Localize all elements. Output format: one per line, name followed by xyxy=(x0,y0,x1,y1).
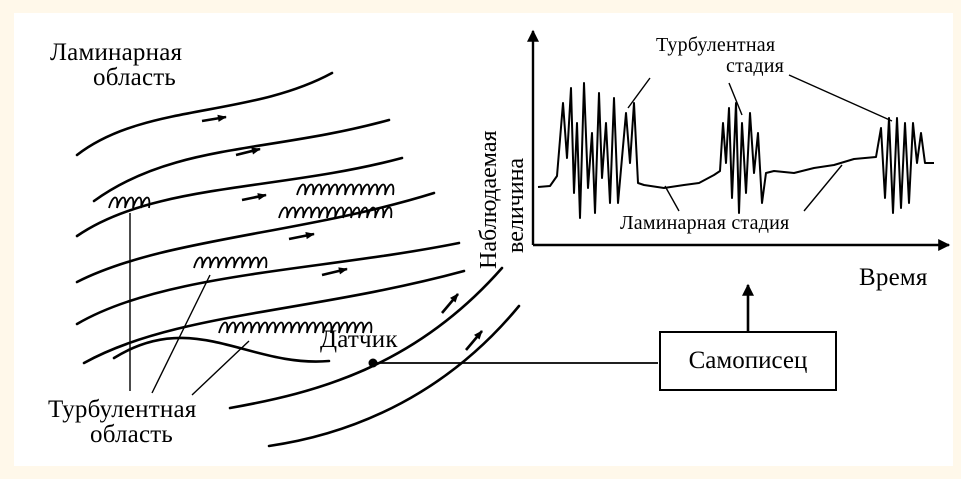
stage-leaders xyxy=(627,74,893,212)
streamline-3 xyxy=(75,156,404,238)
turbulent-stage-label: Турбулентная стадия xyxy=(656,35,784,77)
streamlines xyxy=(75,71,521,448)
flow-arrow-icon xyxy=(465,330,483,351)
eddy-2 xyxy=(296,183,395,196)
leader-line xyxy=(664,185,680,212)
eddy-5 xyxy=(218,321,373,334)
y-axis-line-1: Наблюдаемая xyxy=(476,130,502,269)
streamline-6 xyxy=(82,269,466,365)
leader-line xyxy=(627,77,651,109)
streamline-1 xyxy=(75,71,334,157)
laminar-region-line-1: Ламинарная xyxy=(50,39,183,66)
turbulent-region-line-2: область xyxy=(90,421,173,448)
region-leaders xyxy=(129,213,250,396)
recorder-label: Самописец xyxy=(688,347,808,374)
eddy-1 xyxy=(108,196,151,209)
leader-line xyxy=(728,82,743,116)
eddies xyxy=(108,183,395,334)
y-axis-line-2: величина xyxy=(503,157,529,253)
diagram-drawing xyxy=(75,29,951,448)
flow-arrow-icon xyxy=(241,193,267,202)
flow-arrow-icon xyxy=(201,114,227,123)
leader-line xyxy=(803,164,843,212)
sensor-label: Датчик xyxy=(320,326,398,353)
streamline-5 xyxy=(75,241,461,326)
turbulent-region-label: Турбулентная область xyxy=(48,397,196,447)
turbulent-region-line-1: Турбулентная xyxy=(48,396,197,423)
streamline-2 xyxy=(92,118,391,203)
recorder-box: Самописец xyxy=(659,331,837,391)
leader-line xyxy=(191,340,250,396)
flow-arrow-icon xyxy=(288,232,315,241)
diagram-canvas: Ламинарная область Турбулентная область … xyxy=(14,13,953,466)
leader-line xyxy=(151,274,211,394)
streamline-7 xyxy=(112,336,331,363)
flow-arrow-icon xyxy=(441,293,459,314)
plot-axes xyxy=(527,29,951,251)
eddy-3 xyxy=(278,206,393,219)
turbulent-stage-line-2: стадия xyxy=(726,55,785,77)
x-axis-label: Время xyxy=(859,264,928,291)
eddy-4 xyxy=(193,256,268,269)
laminar-region-line-2: область xyxy=(93,64,176,91)
turbulent-stage-line-1: Турбулентная xyxy=(656,34,776,56)
streamline-9 xyxy=(267,304,521,448)
flow-arrows xyxy=(201,114,483,351)
flow-arrow-icon xyxy=(321,267,348,277)
flow-arrow-icon xyxy=(235,147,261,157)
streamline-8 xyxy=(228,266,504,410)
y-axis-label: Наблюдаемая величина xyxy=(476,130,530,269)
leader-line xyxy=(788,74,893,122)
laminar-region-label: Ламинарная область xyxy=(50,40,182,90)
laminar-stage-label: Ламинарная стадия xyxy=(620,212,790,234)
signal-trace xyxy=(537,82,934,219)
